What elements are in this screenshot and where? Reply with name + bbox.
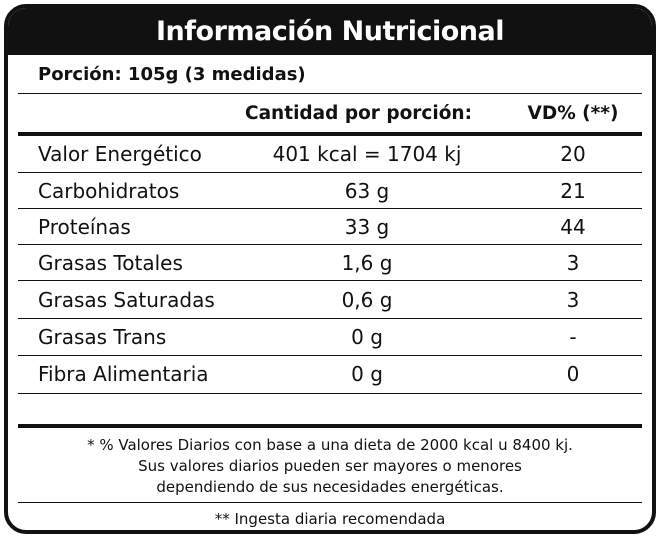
nutrient-amount: 63 g <box>344 179 390 203</box>
divider-thick <box>18 132 642 136</box>
nutrient-row: Grasas Saturadas 0,6 g 3 <box>8 282 652 318</box>
nutrient-daily-value: 20 <box>560 142 586 166</box>
divider <box>18 244 642 245</box>
nutrient-daily-value: 0 <box>566 362 580 386</box>
divider <box>18 280 642 281</box>
divider <box>18 502 642 503</box>
nutrient-name: Fibra Alimentaria <box>38 362 209 386</box>
nutrient-daily-value: - <box>569 325 577 349</box>
nutrient-daily-value: 44 <box>560 215 586 239</box>
nutrient-name: Carbohidratos <box>38 179 180 203</box>
footnote-line: Sus valores diarios pueden ser mayores o… <box>138 457 522 475</box>
nutrient-row: Valor Energético 401 kcal = 1704 kj 20 <box>8 136 652 172</box>
nutrient-daily-value: 3 <box>566 251 580 275</box>
nutrient-name: Grasas Totales <box>38 251 183 275</box>
nutrient-daily-value: 3 <box>566 288 580 312</box>
nutrient-row: Grasas Trans 0 g - <box>8 319 652 355</box>
nutrition-facts-label: Información Nutricional Porción: 105g (3… <box>4 4 656 534</box>
header-daily-value: VD% (**) <box>527 103 619 124</box>
divider <box>18 318 642 319</box>
nutrient-name: Grasas Trans <box>38 325 167 349</box>
nutrient-name: Grasas Saturadas <box>38 288 215 312</box>
nutrient-daily-value: 21 <box>560 179 586 203</box>
divider <box>18 355 642 356</box>
nutrient-amount: 0,6 g <box>341 288 393 312</box>
divider <box>18 172 642 173</box>
serving-size: Porción: 105g (3 medidas) <box>38 64 306 85</box>
nutrient-amount: 401 kcal = 1704 kj <box>272 142 462 166</box>
footnote-line: * % Valores Diarios con base a una dieta… <box>87 436 573 454</box>
label-title: Información Nutricional <box>8 8 652 55</box>
nutrient-row: Fibra Alimentaria 0 g 0 <box>8 356 652 392</box>
footnote-recommended-intake: ** Ingesta diaria recomendada <box>214 510 446 528</box>
divider <box>18 93 642 94</box>
nutrient-name: Proteínas <box>38 215 131 239</box>
nutrient-row: Carbohidratos 63 g 21 <box>8 173 652 209</box>
divider <box>18 208 642 209</box>
header-amount-per-serving: Cantidad por porción: <box>245 103 473 124</box>
nutrient-row: Grasas Totales 1,6 g 3 <box>8 245 652 281</box>
footnote-line: dependiendo de sus necesidades energétic… <box>156 478 504 496</box>
nutrient-amount: 0 g <box>351 362 383 386</box>
nutrient-amount: 33 g <box>344 215 390 239</box>
nutrient-amount: 1,6 g <box>341 251 393 275</box>
nutrient-amount: 0 g <box>351 325 383 349</box>
divider-thick <box>18 424 642 428</box>
nutrient-name: Valor Energético <box>38 142 202 166</box>
nutrient-row: Proteínas 33 g 44 <box>8 209 652 245</box>
divider <box>18 393 642 394</box>
footnote-daily-values: * % Valores Diarios con base a una dieta… <box>8 435 652 498</box>
